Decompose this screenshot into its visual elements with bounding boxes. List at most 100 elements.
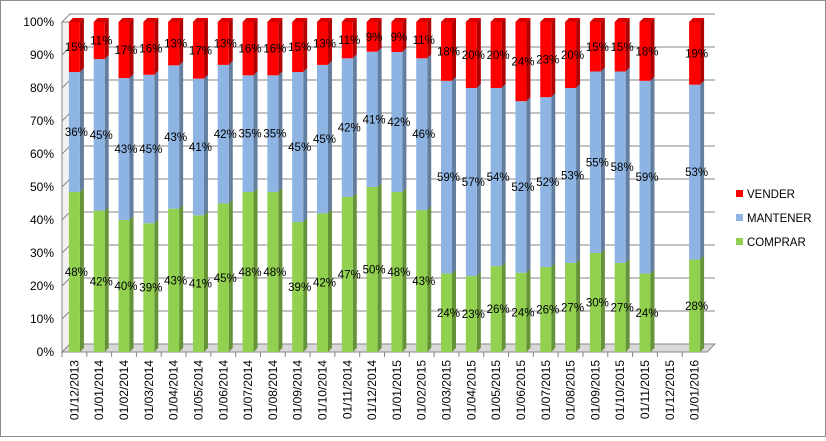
y-tick-label: 50% <box>30 180 54 194</box>
data-label: 48% <box>239 267 262 279</box>
bar-top <box>689 18 705 22</box>
bar-segment-side <box>129 18 134 79</box>
bar-segment <box>341 22 353 59</box>
bar-segment <box>168 208 180 352</box>
bar-segment <box>192 78 204 216</box>
x-tick-label: 01/05/2014 <box>191 360 205 420</box>
bar-segment <box>316 22 328 65</box>
bar-segment <box>217 64 229 204</box>
bar-segment-side <box>203 18 208 79</box>
x-tick-label: 01/01/2016 <box>688 360 702 420</box>
bar-segment <box>192 22 204 79</box>
data-label: 52% <box>511 182 534 194</box>
bar-segment-side <box>526 268 531 352</box>
bar-segment <box>689 84 701 260</box>
y-tick-label: 70% <box>30 114 54 128</box>
bar-segment <box>589 71 601 253</box>
bar-segment <box>490 22 502 88</box>
bar-top <box>341 18 357 22</box>
bar-segment <box>267 75 279 192</box>
data-label: 46% <box>412 129 435 141</box>
bar-segment <box>441 22 453 81</box>
bar-segment-side <box>179 204 184 352</box>
bar-segment-side <box>501 262 506 352</box>
data-label: 39% <box>139 283 162 295</box>
bar-segment-side <box>303 18 308 72</box>
bar-segment-side <box>352 18 357 59</box>
data-label: 18% <box>437 46 460 58</box>
data-label: 59% <box>437 172 460 184</box>
data-label: 15% <box>586 42 609 54</box>
bar-segment-side <box>650 76 655 274</box>
bar-top <box>68 18 84 22</box>
data-label: 45% <box>139 144 162 156</box>
bar-segment-side <box>154 18 159 75</box>
bar-segment-side <box>600 18 605 72</box>
bar-segment <box>441 273 453 352</box>
data-label: 45% <box>288 142 311 154</box>
x-tick-label: 01/04/2014 <box>167 360 181 420</box>
gridline <box>61 13 715 23</box>
bar-segment-side <box>154 219 159 352</box>
bar-segment-side <box>278 188 283 352</box>
bar-segment-side <box>203 74 208 216</box>
bar-segment-side <box>501 84 506 267</box>
bar-segment-side <box>104 206 109 352</box>
bar-segment-side <box>576 258 581 352</box>
bar-segment <box>242 22 254 76</box>
x-tick-label: 01/03/2014 <box>142 360 156 420</box>
bar-segment <box>341 58 353 197</box>
data-label: 47% <box>338 269 361 281</box>
bar-segment <box>143 74 155 224</box>
bar-segment-side <box>625 18 630 72</box>
legend-label: MANTENER <box>747 213 812 225</box>
data-label: 43% <box>164 275 187 287</box>
data-label: 18% <box>635 46 658 58</box>
data-label: 11% <box>338 35 360 47</box>
bar-segment <box>565 22 577 88</box>
bar-segment-side <box>576 18 581 88</box>
bar-segment-side <box>129 216 134 352</box>
bar-segment-side <box>327 18 332 65</box>
data-label: 26% <box>536 305 559 317</box>
data-label: 55% <box>586 157 609 169</box>
x-tick-label: 01/10/2015 <box>613 360 627 420</box>
bar-segment-side <box>278 18 283 76</box>
bar-top <box>366 18 382 22</box>
y-tick-label: 90% <box>30 48 54 62</box>
bar-segment-side <box>228 18 233 65</box>
data-label: 42% <box>214 129 237 141</box>
bar-segment <box>465 22 477 88</box>
bar-segment <box>192 215 204 352</box>
data-label: 15% <box>611 42 634 54</box>
bar-segment-side <box>377 47 382 188</box>
x-tick-label: 01/06/2014 <box>216 360 230 420</box>
bar-segment-side <box>327 60 332 214</box>
data-label: 45% <box>90 130 113 142</box>
data-label: 23% <box>462 309 485 321</box>
y-tick-label: 30% <box>30 246 54 260</box>
bar-segment-side <box>452 76 457 274</box>
bar-segment-side <box>526 18 531 102</box>
bar-segment-side <box>402 188 407 352</box>
bar-segment <box>267 192 279 352</box>
bar-top <box>391 18 407 22</box>
bar-segment <box>316 213 328 352</box>
bar-segment <box>614 71 626 263</box>
data-label: 57% <box>462 177 485 189</box>
bar-segment-side <box>551 18 556 98</box>
bar-segment <box>118 220 130 352</box>
data-label: 52% <box>536 177 559 189</box>
bar-segment <box>242 75 254 192</box>
bar-segment-side <box>253 18 258 76</box>
bar-segment-side <box>650 269 655 352</box>
bar-segment-side <box>104 55 109 211</box>
bar-segment <box>614 22 626 72</box>
bar-segment-side <box>402 48 407 192</box>
data-label: 24% <box>635 308 658 320</box>
bar-segment-side <box>253 71 258 192</box>
bar-top <box>540 18 556 22</box>
x-tick-label: 01/06/2015 <box>514 360 528 420</box>
bar-segment <box>540 97 552 268</box>
